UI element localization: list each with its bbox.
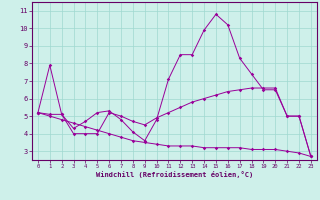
X-axis label: Windchill (Refroidissement éolien,°C): Windchill (Refroidissement éolien,°C) (96, 171, 253, 178)
